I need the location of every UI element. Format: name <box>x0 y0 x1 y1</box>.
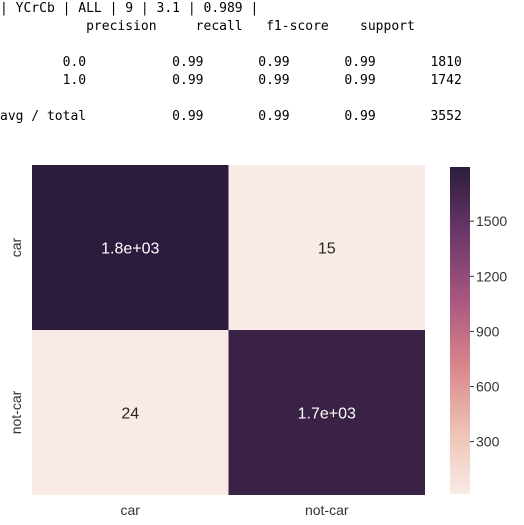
report-header: | YCrCb | ALL | 9 | 3.1 | 0.989 | <box>0 1 259 16</box>
colorbar <box>450 167 470 494</box>
colorbar-tick-label: 1500 <box>476 213 507 229</box>
y-tick-label: car <box>8 237 24 257</box>
colorbar-tick-label: 600 <box>476 379 500 395</box>
x-tick-label: car <box>121 502 141 518</box>
heatmap-cell <box>228 330 425 495</box>
report-row: 0.0 0.99 0.99 0.99 1810 <box>0 55 462 70</box>
classification-report: | YCrCb | ALL | 9 | 3.1 | 0.989 | precis… <box>0 0 462 126</box>
colorbar-tick-label: 300 <box>476 434 500 450</box>
heatmap-cell <box>32 165 229 330</box>
colorbar-tick-label: 1200 <box>476 268 507 284</box>
cell-annotation: 24 <box>121 406 139 423</box>
y-tick-label: not-car <box>8 390 24 434</box>
cell-annotation: 15 <box>318 241 336 258</box>
heatmap-cell <box>228 165 425 330</box>
report-columns: precision recall f1-score support <box>0 19 415 34</box>
heatmap-cell <box>32 330 229 495</box>
colorbar-tick-label: 900 <box>476 323 500 339</box>
cell-annotation: 1.7e+03 <box>298 406 356 423</box>
report-row: 1.0 0.99 0.99 0.99 1742 <box>0 73 462 88</box>
report-total-row: avg / total 0.99 0.99 0.99 3552 <box>0 109 462 124</box>
x-tick-label: not-car <box>305 502 349 518</box>
cell-annotation: 1.8e+03 <box>101 241 159 258</box>
